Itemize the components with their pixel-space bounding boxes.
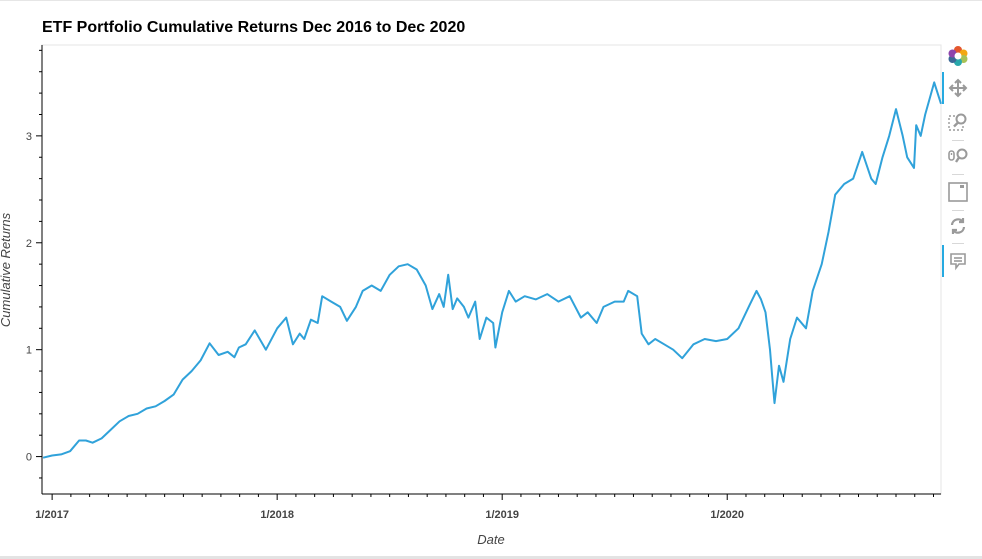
y-axis-label: Cumulative Returns <box>0 212 13 327</box>
toolbar-separator <box>952 243 964 244</box>
box-zoom-icon[interactable] <box>946 110 970 134</box>
x-tick-label: 1/2018 <box>260 509 294 521</box>
line-chart[interactable]: 0 1 2 3 1/2017 1/2018 1/2019 1/2020 Date Cumul… <box>0 0 942 556</box>
toolbar-separator <box>952 174 964 175</box>
y-tick-label: 1 <box>26 345 32 357</box>
toolbar-separator <box>952 210 964 211</box>
y-tick-label: 2 <box>26 238 32 250</box>
y-tick-label: 0 <box>26 452 32 464</box>
series-line <box>42 81 942 459</box>
top-border <box>0 0 982 1</box>
x-axis-ticks: 1/2017 1/2018 1/2019 1/2020 <box>35 494 934 521</box>
bottom-scrollbar-edge <box>0 556 982 559</box>
reset-icon[interactable] <box>946 214 970 238</box>
y-axis-ticks: 0 1 2 3 <box>26 49 42 479</box>
x-tick-label: 1/2020 <box>710 509 744 521</box>
toolbar-active-bar-pan <box>942 72 944 104</box>
wheel-zoom-icon[interactable] <box>946 144 970 168</box>
toolbar-active-bar-hover <box>942 245 944 277</box>
pan-icon[interactable] <box>946 76 970 100</box>
x-tick-label: 1/2017 <box>35 509 69 521</box>
plot-area-frame <box>41 44 942 495</box>
plot-toolbar <box>942 40 982 280</box>
bokeh-logo-icon[interactable] <box>946 44 970 68</box>
y-tick-label: 3 <box>26 131 32 143</box>
hover-icon[interactable] <box>946 249 970 273</box>
x-axis-label: Date <box>477 532 504 547</box>
save-icon[interactable] <box>946 180 970 204</box>
toolbar-separator <box>952 140 964 141</box>
chart-title: ETF Portfolio Cumulative Returns Dec 201… <box>42 19 466 36</box>
x-tick-label: 1/2019 <box>485 509 519 521</box>
